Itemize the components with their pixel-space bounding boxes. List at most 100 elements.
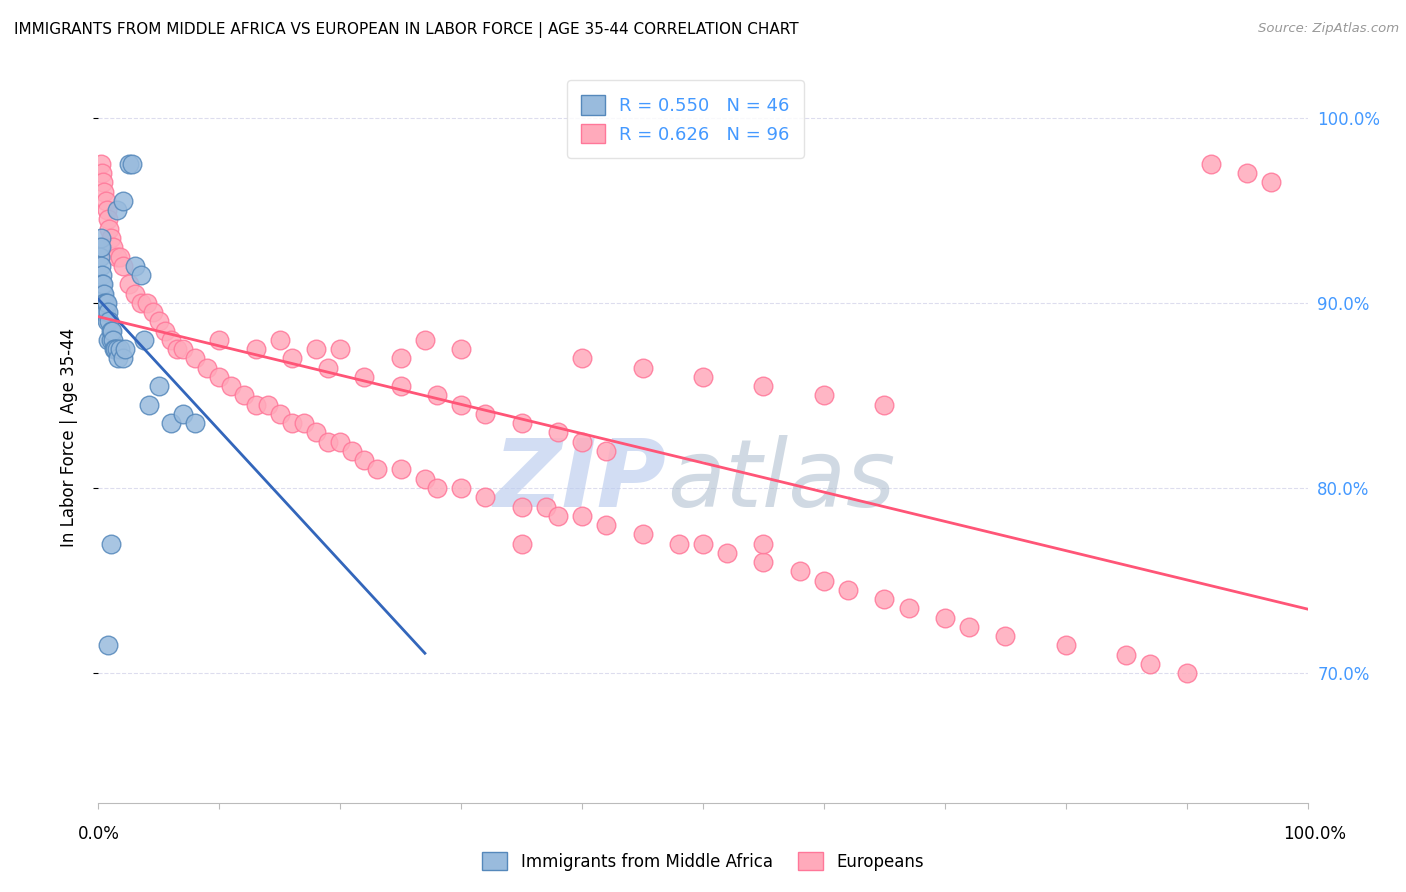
- Point: [1236, 166, 1258, 180]
- Point: [342, 444, 364, 458]
- Point: [118, 157, 141, 171]
- Point: [129, 295, 152, 310]
- Point: [221, 379, 243, 393]
- Point: [1054, 639, 1077, 653]
- Point: [994, 629, 1017, 643]
- Point: [104, 342, 127, 356]
- Point: [90, 231, 112, 245]
- Point: [813, 388, 835, 402]
- Point: [595, 444, 617, 458]
- Point: [752, 536, 775, 550]
- Point: [752, 379, 775, 393]
- Point: [91, 277, 114, 292]
- Point: [118, 277, 141, 292]
- Y-axis label: In Labor Force | Age 35-44: In Labor Force | Age 35-44: [59, 327, 77, 547]
- Point: [837, 582, 859, 597]
- Point: [281, 416, 304, 430]
- Point: [138, 398, 160, 412]
- Point: [1115, 648, 1137, 662]
- Point: [752, 555, 775, 569]
- Point: [292, 416, 315, 430]
- Point: [111, 259, 134, 273]
- Point: [121, 157, 143, 171]
- Point: [111, 351, 134, 366]
- Point: [305, 425, 328, 440]
- Legend: Immigrants from Middle Africa, Europeans: Immigrants from Middle Africa, Europeans: [474, 844, 932, 880]
- Point: [91, 176, 114, 190]
- Point: [90, 240, 112, 254]
- Point: [1199, 157, 1222, 171]
- Point: [547, 425, 569, 440]
- Point: [142, 305, 165, 319]
- Point: [89, 250, 111, 264]
- Point: [93, 185, 115, 199]
- Point: [873, 398, 896, 412]
- Point: [957, 620, 980, 634]
- Text: 0.0%: 0.0%: [77, 825, 120, 843]
- Point: [93, 295, 115, 310]
- Point: [316, 360, 339, 375]
- Point: [96, 295, 118, 310]
- Point: [90, 259, 112, 273]
- Point: [93, 286, 115, 301]
- Point: [100, 231, 122, 245]
- Point: [124, 286, 146, 301]
- Point: [98, 314, 121, 328]
- Point: [571, 351, 593, 366]
- Point: [94, 305, 117, 319]
- Point: [366, 462, 388, 476]
- Point: [547, 508, 569, 523]
- Point: [208, 370, 231, 384]
- Point: [124, 259, 146, 273]
- Point: [897, 601, 920, 615]
- Point: [96, 203, 118, 218]
- Point: [100, 324, 122, 338]
- Point: [89, 240, 111, 254]
- Text: ZIP: ZIP: [494, 435, 666, 527]
- Point: [153, 324, 176, 338]
- Text: Source: ZipAtlas.com: Source: ZipAtlas.com: [1258, 22, 1399, 36]
- Point: [100, 536, 122, 550]
- Point: [329, 434, 352, 449]
- Point: [631, 360, 654, 375]
- Point: [108, 342, 131, 356]
- Point: [256, 398, 278, 412]
- Text: atlas: atlas: [666, 435, 896, 526]
- Point: [353, 370, 375, 384]
- Point: [389, 462, 412, 476]
- Point: [91, 166, 114, 180]
- Point: [103, 342, 125, 356]
- Point: [510, 536, 533, 550]
- Point: [134, 333, 156, 347]
- Point: [668, 536, 690, 550]
- Point: [96, 314, 118, 328]
- Point: [571, 508, 593, 523]
- Point: [1260, 176, 1282, 190]
- Point: [1175, 666, 1198, 681]
- Point: [389, 351, 412, 366]
- Point: [105, 342, 128, 356]
- Point: [94, 194, 117, 208]
- Point: [208, 333, 231, 347]
- Point: [114, 342, 136, 356]
- Point: [631, 527, 654, 541]
- Point: [571, 434, 593, 449]
- Point: [474, 490, 496, 504]
- Point: [101, 240, 124, 254]
- Point: [97, 333, 120, 347]
- Point: [389, 379, 412, 393]
- Point: [98, 221, 121, 235]
- Point: [97, 212, 120, 227]
- Point: [105, 203, 128, 218]
- Point: [450, 398, 472, 412]
- Point: [245, 342, 267, 356]
- Point: [97, 639, 120, 653]
- Point: [269, 333, 291, 347]
- Point: [160, 333, 183, 347]
- Point: [426, 481, 449, 495]
- Point: [166, 342, 188, 356]
- Point: [107, 351, 129, 366]
- Text: 100.0%: 100.0%: [1284, 825, 1346, 843]
- Point: [269, 407, 291, 421]
- Point: [934, 610, 956, 624]
